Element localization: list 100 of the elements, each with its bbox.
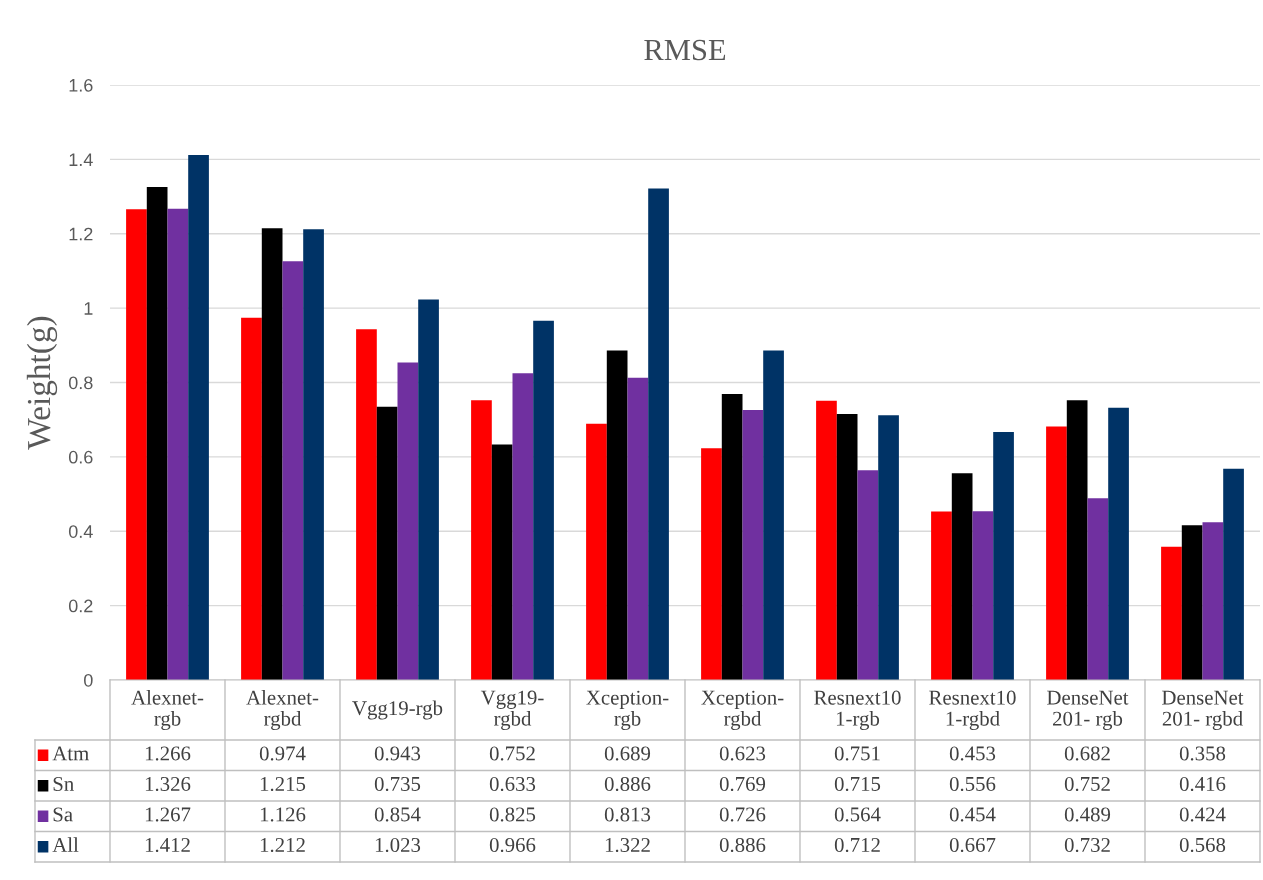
data-label: 0.752 — [1064, 776, 1110, 792]
y-tick-label: 0.8 — [68, 376, 93, 390]
bar — [586, 423, 607, 680]
data-label: 0.825 — [489, 807, 536, 822]
bar — [878, 415, 899, 680]
y-tick-label: 1.4 — [69, 153, 93, 166]
data-label: 1.212 — [260, 837, 305, 853]
data-label: 0.682 — [1064, 746, 1110, 761]
y-tick-label: 1.2 — [69, 227, 93, 241]
x-tick-label: DenseNet201- rgb — [1047, 690, 1129, 731]
bar — [1087, 498, 1109, 680]
bar — [816, 400, 837, 680]
x-tick-label: Xception-rgbd — [701, 690, 784, 731]
bar — [1161, 546, 1182, 680]
data-label: 0.424 — [1179, 807, 1226, 822]
bar — [376, 406, 398, 680]
legend-label: Atm — [52, 746, 89, 761]
bar — [1202, 522, 1224, 680]
bar — [512, 373, 534, 680]
bar — [188, 154, 209, 680]
data-label: 0.732 — [1064, 837, 1110, 853]
x-tick-label: Resnext101-rgbd — [929, 690, 1016, 731]
bar — [606, 350, 628, 680]
data-label: 0.886 — [719, 837, 766, 853]
bar — [471, 400, 492, 680]
bar — [241, 317, 262, 680]
data-label: 1.412 — [145, 837, 190, 853]
bar — [397, 362, 419, 680]
bar — [648, 188, 669, 680]
bar — [1181, 525, 1203, 680]
bar — [931, 511, 952, 680]
bar — [491, 444, 513, 680]
data-label: 0.726 — [719, 807, 766, 822]
x-tick-label: Alexnet-rgbd — [246, 689, 319, 731]
x-tick-label: Vgg19-rgb — [352, 700, 443, 720]
data-label: 0.667 — [949, 837, 996, 853]
data-label: 0.769 — [719, 776, 766, 792]
x-tick-label: Alexnet-rgb — [131, 689, 204, 731]
data-label: 0.416 — [1179, 776, 1226, 792]
bar — [721, 394, 743, 680]
data-label: 0.735 — [374, 776, 421, 792]
bar — [742, 410, 764, 680]
y-tick-label: 0.4 — [68, 525, 93, 538]
data-label: 0.689 — [604, 746, 651, 761]
bar — [146, 186, 168, 680]
bar — [857, 470, 879, 680]
bar — [701, 448, 722, 680]
legend-label: Sn — [53, 776, 74, 791]
data-label: 0.712 — [834, 837, 880, 853]
bar — [1223, 468, 1244, 680]
x-tick-label: Resnext101-rgb — [814, 690, 901, 731]
bar — [356, 329, 377, 680]
data-label: 1.215 — [260, 776, 306, 792]
bar — [126, 209, 147, 680]
bar — [167, 208, 189, 680]
data-label: 0.564 — [834, 807, 881, 822]
data-label: 0.966 — [489, 837, 536, 853]
data-label: 0.752 — [489, 746, 535, 761]
data-label: 0.358 — [1179, 746, 1226, 761]
data-label: 0.556 — [949, 776, 996, 792]
data-label: 0.974 — [259, 746, 306, 761]
bar — [627, 377, 649, 680]
bar — [972, 511, 994, 680]
bar — [993, 431, 1014, 680]
bar — [836, 414, 858, 680]
data-label: 0.623 — [719, 746, 766, 761]
legend-label: Sa — [53, 807, 73, 822]
bar — [261, 228, 283, 680]
y-tick-label: 1 — [84, 302, 93, 315]
y-tick-label: 0 — [84, 673, 93, 687]
y-tick-label: 1.6 — [69, 78, 93, 92]
data-label: 0.489 — [1064, 807, 1111, 822]
data-label: 0.813 — [604, 807, 651, 822]
x-tick-label: Vgg19-rgbd — [480, 690, 544, 731]
bar — [763, 350, 784, 680]
data-label: 0.715 — [834, 776, 881, 792]
data-label: 0.633 — [489, 776, 536, 792]
data-label: 1.126 — [260, 807, 306, 822]
x-tick-label: DenseNet201- rgbd — [1162, 690, 1244, 731]
data-label: 1.023 — [375, 837, 421, 853]
data-label: 1.267 — [145, 807, 191, 822]
data-label: 0.886 — [604, 776, 651, 792]
y-tick-label: 0.6 — [68, 450, 93, 464]
bar — [951, 473, 973, 680]
bar — [282, 261, 304, 680]
data-label: 0.854 — [374, 807, 421, 822]
data-label: 0.751 — [834, 746, 880, 761]
bar — [1046, 426, 1067, 680]
data-label: 0.943 — [374, 746, 421, 761]
bar — [533, 320, 554, 680]
data-label: 1.322 — [605, 837, 650, 853]
x-tick-label: Xception-rgb — [586, 690, 669, 731]
bar — [1108, 407, 1129, 680]
data-label: 1.266 — [145, 746, 191, 761]
data-label: 0.453 — [949, 746, 996, 761]
data-label: 0.568 — [1179, 837, 1226, 853]
legend-label: All — [52, 837, 79, 852]
chart-title: RMSE — [644, 39, 726, 61]
y-axis-title: Weight(g) — [26, 316, 58, 450]
bar — [1066, 400, 1088, 680]
